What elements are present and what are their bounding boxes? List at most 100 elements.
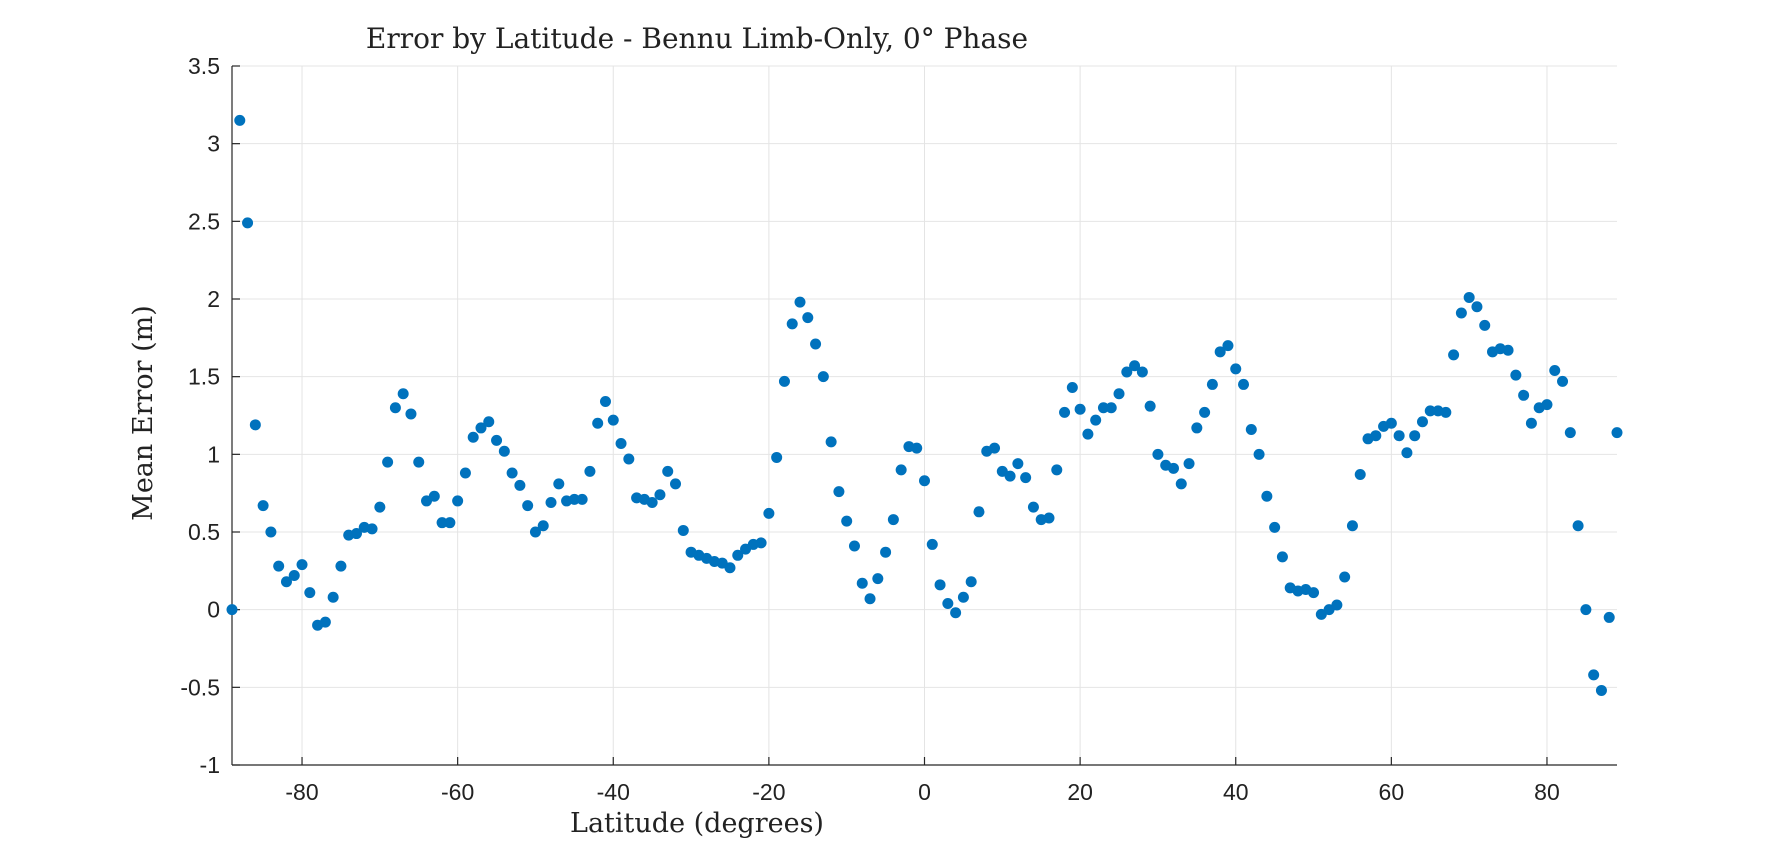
data-point bbox=[1175, 478, 1187, 490]
data-point bbox=[319, 616, 331, 628]
data-point bbox=[1416, 416, 1428, 428]
data-point bbox=[1448, 349, 1460, 361]
data-point bbox=[459, 467, 471, 479]
y-tick-label: 3 bbox=[207, 131, 220, 157]
chart-title: Error by Latitude - Bennu Limb-Only, 0° … bbox=[366, 22, 1028, 55]
data-point bbox=[1027, 501, 1039, 513]
data-point bbox=[576, 493, 588, 505]
data-point bbox=[545, 496, 557, 508]
data-point bbox=[802, 312, 814, 324]
data-point bbox=[1183, 458, 1195, 470]
data-point bbox=[794, 296, 806, 308]
data-point bbox=[973, 506, 985, 518]
data-point bbox=[296, 559, 308, 571]
data-point bbox=[413, 456, 425, 468]
data-point bbox=[864, 593, 876, 605]
x-tick-label: 80 bbox=[1534, 779, 1560, 805]
data-point bbox=[1595, 684, 1607, 696]
data-point bbox=[1572, 520, 1584, 532]
data-point bbox=[1370, 430, 1382, 442]
y-tick-label: 3.5 bbox=[188, 53, 220, 79]
x-tick-label: -20 bbox=[752, 779, 785, 805]
data-point bbox=[1479, 319, 1491, 331]
data-point bbox=[856, 577, 868, 589]
data-point bbox=[810, 338, 822, 350]
data-point bbox=[288, 569, 300, 581]
data-point bbox=[1525, 417, 1537, 429]
data-point bbox=[989, 442, 1001, 454]
y-tick-label: 2 bbox=[207, 286, 220, 312]
data-point bbox=[1051, 464, 1063, 476]
data-point bbox=[880, 546, 892, 558]
data-point bbox=[265, 526, 277, 538]
data-point bbox=[1331, 599, 1343, 611]
data-point bbox=[1167, 462, 1179, 474]
y-tick-label: 1 bbox=[207, 441, 220, 467]
data-point bbox=[1012, 458, 1024, 470]
data-point bbox=[732, 549, 744, 561]
x-tick-label: 40 bbox=[1223, 779, 1249, 805]
data-point bbox=[350, 528, 362, 540]
data-point bbox=[1393, 430, 1405, 442]
data-point bbox=[1471, 301, 1483, 313]
data-point bbox=[1261, 490, 1273, 502]
data-point bbox=[1066, 382, 1078, 394]
data-point bbox=[226, 604, 238, 616]
data-point bbox=[1191, 422, 1203, 434]
x-tick-label: 20 bbox=[1067, 779, 1093, 805]
data-point bbox=[607, 414, 619, 426]
data-point bbox=[444, 517, 456, 529]
data-point bbox=[1401, 447, 1413, 459]
data-point bbox=[646, 496, 658, 508]
data-point bbox=[1097, 402, 1109, 414]
data-point bbox=[1518, 389, 1530, 401]
data-point bbox=[491, 434, 503, 446]
y-axis-label: Mean Error (m) bbox=[128, 305, 159, 521]
data-point bbox=[1136, 366, 1148, 378]
data-point bbox=[724, 562, 736, 574]
data-point bbox=[1090, 414, 1102, 426]
data-point bbox=[1206, 378, 1218, 390]
y-tick-label: 2.5 bbox=[188, 208, 220, 234]
data-point bbox=[1580, 604, 1592, 616]
y-tick-label: -1 bbox=[200, 752, 220, 778]
data-point bbox=[506, 467, 518, 479]
data-point bbox=[1549, 364, 1561, 376]
data-point bbox=[234, 114, 246, 126]
data-point bbox=[1004, 470, 1016, 482]
data-point bbox=[382, 456, 394, 468]
data-point bbox=[584, 465, 596, 477]
data-point bbox=[1276, 551, 1288, 563]
data-point bbox=[1308, 587, 1320, 599]
data-point bbox=[662, 465, 674, 477]
data-point bbox=[553, 478, 565, 490]
data-point bbox=[374, 501, 386, 513]
data-point bbox=[778, 375, 790, 387]
grid bbox=[232, 65, 1617, 766]
x-tick-label: 60 bbox=[1379, 779, 1405, 805]
data-point bbox=[615, 437, 627, 449]
data-point bbox=[1199, 406, 1211, 418]
data-point bbox=[1339, 571, 1351, 583]
data-point bbox=[467, 431, 479, 443]
data-point bbox=[1152, 448, 1164, 460]
data-point bbox=[514, 479, 526, 491]
data-point bbox=[771, 451, 783, 463]
data-point bbox=[1510, 369, 1522, 381]
data-point bbox=[848, 540, 860, 552]
data-point bbox=[592, 417, 604, 429]
data-point bbox=[1129, 360, 1141, 372]
data-point bbox=[242, 217, 254, 229]
data-point bbox=[1144, 400, 1156, 412]
data-point bbox=[1230, 363, 1242, 375]
axis-ticks: -80 -60 -40 -20 0 20 40 60 80 -1 -0.5 0 0.5 1 1.5 2 2.5 3… bbox=[180, 53, 1559, 805]
data-point bbox=[1020, 472, 1032, 484]
y-tick-label: 1.5 bbox=[188, 364, 220, 390]
data-points bbox=[226, 114, 1623, 696]
data-point bbox=[841, 515, 853, 527]
data-point bbox=[786, 318, 798, 330]
data-point bbox=[366, 523, 378, 535]
data-point bbox=[763, 507, 775, 519]
data-point bbox=[1440, 406, 1452, 418]
